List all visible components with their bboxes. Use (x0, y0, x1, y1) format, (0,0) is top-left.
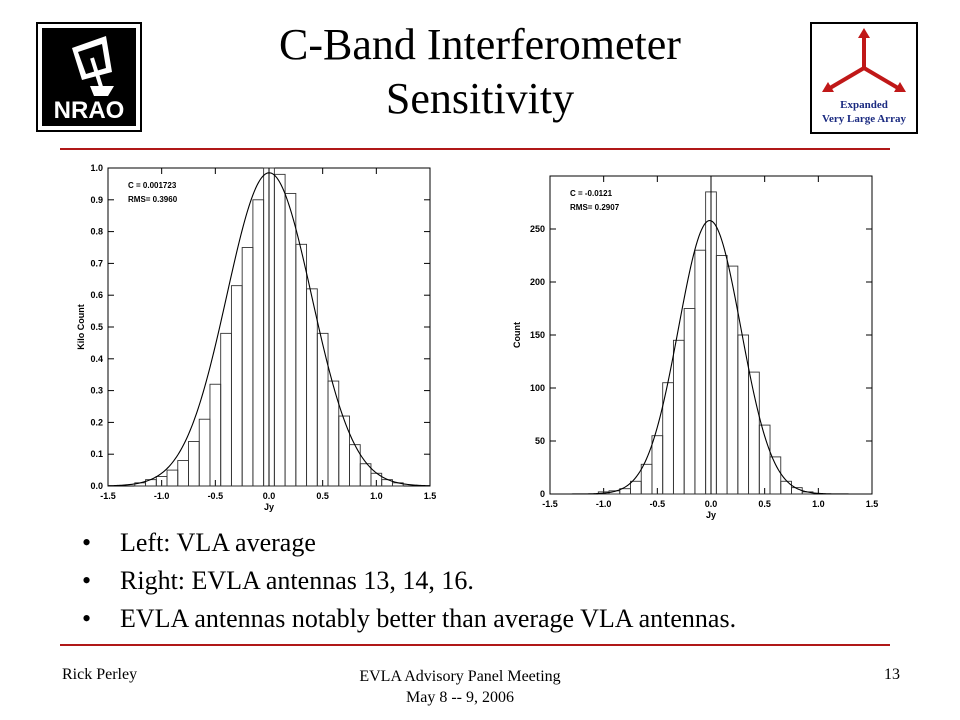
x-tick-label: 0.5 (758, 499, 771, 509)
footer-event-date: May 8 -- 9, 2006 (406, 689, 514, 706)
y-tick-label: 0 (540, 489, 545, 499)
histogram-bar (769, 456, 782, 495)
bullet-dot: • (82, 528, 92, 557)
x-tick-label: -1.5 (542, 499, 558, 509)
bullet-dot: • (82, 604, 92, 633)
footer-event-title: EVLA Advisory Panel Meeting (359, 668, 561, 685)
bullet-text: Left: VLA average (120, 528, 316, 557)
fit-annotation: RMS= 0.3960 (128, 195, 178, 204)
x-tick-label: -0.5 (208, 491, 224, 501)
footer-author: Rick Perley (62, 666, 138, 683)
histogram-left-svg: -1.5 -1.0 -0.5 0.0 0.5 1.0 1.5 0.0 0.1 0.2 0.3 0.4 0… (76, 163, 437, 512)
x-axis-label: Jy (706, 510, 716, 520)
y-tick-label: 100 (530, 383, 545, 393)
bullet-item: • EVLA antennas notably better than avera… (82, 600, 736, 638)
x-tick-label: 1.5 (424, 491, 437, 501)
x-tick-label: -1.0 (154, 491, 170, 501)
x-tick-label: 0.0 (263, 491, 276, 501)
bullet-text: Right: EVLA antennas 13, 14, 16. (120, 566, 474, 595)
bullet-item: • Right: EVLA antennas 13, 14, 16. (82, 562, 736, 600)
fit-annotation: C = 0.001723 (128, 181, 177, 190)
y-axis-label: Count (512, 322, 522, 348)
title-line-2: Sensitivity (385, 74, 575, 123)
x-tick-label: 1.5 (866, 499, 879, 509)
x-tick-label: -1.5 (100, 491, 116, 501)
x-tick-label: 1.0 (370, 491, 383, 501)
y-tick-label: 50 (535, 436, 545, 446)
y-tick-label: 0.9 (90, 195, 103, 205)
logo-text: NRAO (54, 97, 125, 124)
y-tick-label: 150 (530, 330, 545, 340)
tri-arm-array-icon: Expanded Very Large Array (822, 28, 906, 125)
gaussian-fit-curve (107, 172, 431, 487)
title-divider (60, 148, 890, 150)
y-axis-label: Kilo Count (76, 304, 86, 350)
title-line-1: C-Band Interferometer (279, 20, 681, 69)
y-tick-label: 0.2 (90, 417, 103, 427)
y-tick-label: 0.6 (90, 290, 103, 300)
y-tick-label: 0.3 (90, 386, 103, 396)
histogram-right: -1.5 -1.0 -0.5 0.0 0.5 1.0 1.5 0 50 100 150 200 250 C… (510, 170, 886, 531)
y-tick-label: 250 (530, 224, 545, 234)
x-tick-label: 0.5 (316, 491, 329, 501)
bullet-list: • Left: VLA average • Right: EVLA antennas… (82, 524, 736, 638)
histogram-right-svg: -1.5 -1.0 -0.5 0.0 0.5 1.0 1.5 0 50 100 150 200 250 C… (512, 175, 879, 520)
x-tick-label: -0.5 (650, 499, 666, 509)
y-tick-label: 0.8 (90, 227, 103, 237)
histogram-left: -1.5 -1.0 -0.5 0.0 0.5 1.0 1.5 0.0 0.1 0.2 0.3 0.4 0… (74, 162, 444, 529)
y-tick-label: 0.4 (90, 354, 103, 364)
y-tick-label: 0.5 (90, 322, 103, 332)
evla-logo-line-1: Expanded (840, 99, 888, 111)
y-tick-label: 1.0 (90, 163, 103, 173)
bullet-item: • Left: VLA average (82, 524, 736, 562)
page-number: 13 (884, 666, 900, 683)
slide-title: C-Band Interferometer Sensitivity (180, 18, 780, 126)
bullet-dot: • (82, 566, 92, 595)
footer-event: EVLA Advisory Panel Meeting May 8 -- 9, … (300, 666, 620, 708)
y-tick-label: 0.1 (90, 449, 103, 459)
x-tick-label: -1.0 (596, 499, 612, 509)
x-tick-label: 0.0 (705, 499, 718, 509)
fit-annotation: C = -0.0121 (570, 189, 613, 198)
y-tick-label: 200 (530, 277, 545, 287)
gaussian-fit-curve (550, 219, 872, 495)
nrao-logo: NRAO (36, 22, 142, 132)
evla-logo: Expanded Very Large Array (810, 22, 918, 134)
bullet-text: EVLA antennas notably better than averag… (120, 604, 737, 633)
x-axis-label: Jy (264, 502, 274, 512)
evla-logo-line-2: Very Large Array (822, 113, 906, 125)
x-tick-label: 1.0 (812, 499, 825, 509)
radio-telescope-icon: NRAO (54, 36, 125, 124)
y-tick-label: 0.7 (90, 258, 103, 268)
fit-annotation: RMS= 0.2907 (570, 203, 620, 212)
footer-divider (60, 644, 890, 646)
y-tick-label: 0.0 (90, 481, 103, 491)
